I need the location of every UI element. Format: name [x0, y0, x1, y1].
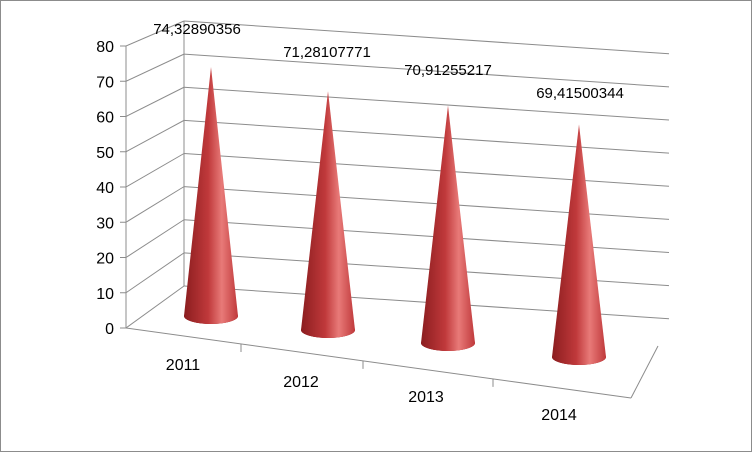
- gridline-back: [183, 86, 670, 121]
- y-tick-label: 70: [96, 74, 114, 91]
- y-tick-label: 0: [105, 321, 114, 338]
- gridline-back: [183, 219, 670, 253]
- gridline-side: [125, 119, 185, 153]
- y-tick-label: 50: [96, 145, 114, 162]
- x-tick-label: 2012: [283, 374, 319, 391]
- x-tick-label: 2011: [166, 357, 201, 374]
- y-tick-label: 40: [96, 180, 114, 197]
- y-tick-label: 60: [96, 110, 114, 127]
- floor-front-edge: [125, 327, 632, 399]
- y-tick-label: 80: [96, 39, 114, 56]
- gridline-back: [183, 186, 670, 220]
- gridlines: [120, 20, 670, 329]
- cone-body: [552, 124, 606, 365]
- data-label: 70,91255217: [404, 62, 492, 79]
- data-label: 71,28107771: [283, 44, 371, 61]
- gridline-side: [125, 186, 185, 223]
- gridline-side: [125, 53, 185, 82]
- gridline-side: [125, 219, 185, 258]
- gridline-back: [183, 53, 670, 88]
- cone-series: [184, 66, 606, 365]
- x-tick-label: 2014: [541, 407, 577, 424]
- cone-body: [421, 105, 475, 351]
- gridline-side: [125, 86, 185, 117]
- y-tick-label: 10: [96, 286, 114, 303]
- cone-2013: [421, 105, 475, 351]
- gridline-side: [125, 20, 185, 47]
- y-tick-label: 20: [96, 251, 114, 268]
- data-label: 74,32890356: [153, 21, 241, 38]
- floor-right-edge: [630, 345, 659, 399]
- gridline-side: [125, 153, 185, 188]
- cone-body: [301, 91, 355, 338]
- x-axis-tick-labels: 2011 2012 2013 2014: [166, 357, 577, 424]
- x-tick-label: 2013: [408, 389, 444, 406]
- y-axis-tick-labels: 0 10 20 30 40 50 60 70 80: [96, 39, 114, 338]
- y-tick-label: 30: [96, 215, 114, 232]
- gridline-back: [183, 20, 670, 55]
- cone-body: [184, 66, 238, 325]
- gridline-side: [125, 252, 185, 294]
- data-labels: 74,32890356 71,28107771 70,91255217 69,4150…: [153, 21, 624, 102]
- cone-2011: [184, 66, 238, 325]
- gridline-back: [183, 119, 670, 154]
- gridline-back: [183, 153, 670, 187]
- cone-2012: [301, 91, 355, 338]
- data-label: 69,41500344: [536, 85, 624, 102]
- cone-2014: [552, 124, 606, 365]
- gridline-side: [125, 285, 185, 329]
